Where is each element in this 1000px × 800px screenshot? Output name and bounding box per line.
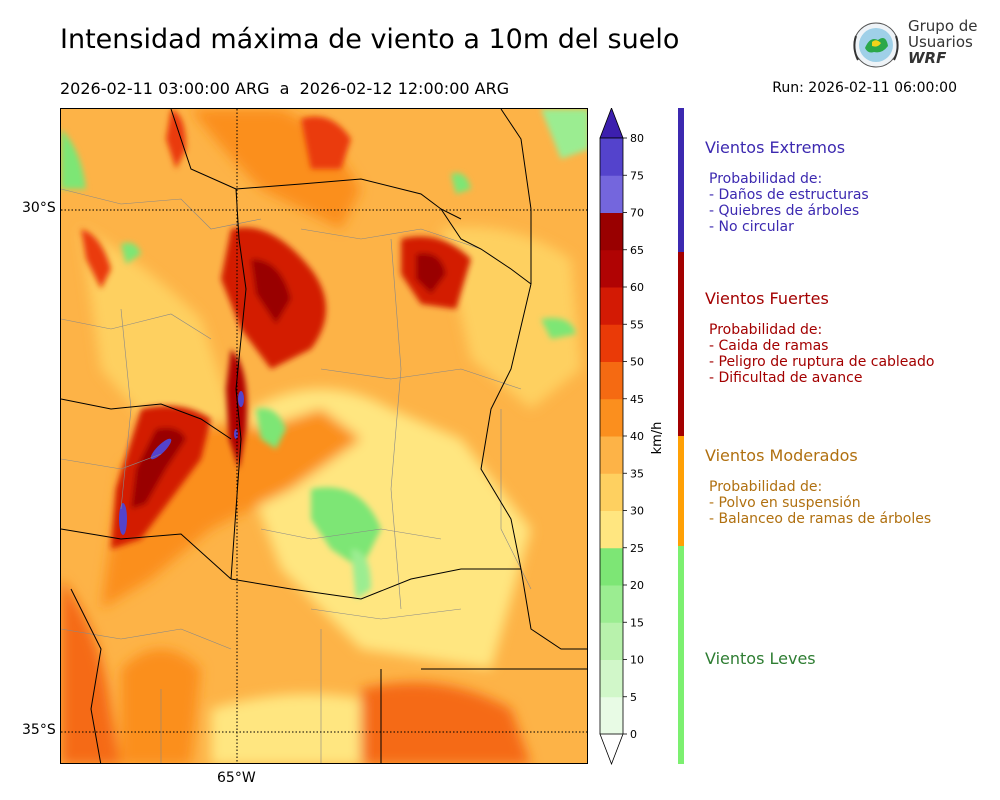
colorbar-tick-label: 25: [630, 542, 644, 555]
lat-label-30s: 30°S: [22, 200, 56, 216]
category-desc: Probabilidad de: - Polvo en suspensión -…: [709, 479, 931, 527]
category-extreme: Vientos Extremos Probabilidad de: - Daño…: [705, 138, 869, 235]
colorbar-segments: [599, 108, 624, 766]
colorbar-tick-label: 60: [630, 281, 644, 294]
graticule: [61, 109, 587, 763]
date-range: 2026-02-11 03:00:00 ARG a 2026-02-12 12:…: [60, 79, 510, 98]
colorbar-tick-label: 15: [630, 616, 644, 629]
desc-line: - Polvo en suspensión: [709, 495, 861, 511]
logo-line: WRF: [908, 49, 947, 67]
legend-bar-extreme: [678, 108, 684, 252]
colorbar-segment: [600, 622, 623, 660]
colorbar-tick-label: 30: [630, 505, 644, 518]
category-title: Vientos Fuertes: [705, 289, 829, 308]
colorbar-tick-label: 55: [630, 318, 644, 331]
legend-bar-light: [678, 546, 684, 764]
wind-maxima: [81, 109, 471, 549]
category-title: Vientos Extremos: [705, 138, 846, 157]
run-label: Run: 2026-02-11 06:00:00: [772, 80, 957, 96]
colorbar-segment: [600, 361, 623, 400]
colorbar-tick-label: 10: [630, 654, 644, 667]
category-desc: Probabilidad de: - Caida de ramas - Peli…: [709, 322, 934, 386]
colorbar: 0 5 10 15 20 25 30 35 40 45 50 55 60 65 70 75 80 km/h: [599, 108, 665, 766]
colorbar-tick-label: 45: [630, 393, 644, 406]
colorbar-extend-max: [599, 108, 624, 139]
colorbar-segment: [600, 287, 623, 325]
category-light: Vientos Leves: [705, 649, 816, 668]
colorbar-segment: [600, 659, 623, 698]
colorbar-segment: [600, 212, 623, 251]
colorbar-segment: [600, 436, 623, 474]
department-borders: [61, 188, 532, 763]
colorbar-segment: [600, 510, 623, 549]
page-title: Intensidad máxima de viento a 10m del su…: [60, 24, 680, 55]
grupo-wrf-logo: [853, 22, 899, 68]
category-title: Vientos Moderados: [705, 446, 858, 465]
province-borders: [61, 109, 587, 763]
desc-line: - Balanceo de ramas de árboles: [709, 511, 932, 527]
wind-map: [60, 108, 588, 764]
desc-line: Probabilidad de:: [709, 322, 823, 338]
category-title: Vientos Leves: [705, 649, 816, 668]
logo-line: Usuarios: [908, 33, 973, 51]
desc-line: - Dificultad de avance: [709, 370, 863, 386]
colorbar-tick-label: 20: [630, 579, 644, 592]
colorbar-tick-label: 40: [630, 430, 644, 443]
desc-line: - Caida de ramas: [709, 338, 829, 354]
desc-line: - No circular: [709, 219, 794, 235]
colorbar-tick-label: 65: [630, 244, 644, 257]
colorbar-tick-label: 0: [630, 728, 637, 741]
colorbar-segment: [600, 175, 623, 213]
logo-line: Grupo de: [908, 17, 978, 35]
lat-label-35s: 35°S: [22, 722, 56, 738]
colorbar-tick-label: 80: [630, 132, 644, 145]
colorbar-tick-label: 70: [630, 207, 644, 220]
category-desc: Probabilidad de: - Daños de estructuras …: [709, 171, 869, 235]
colorbar-segment: [600, 585, 623, 623]
colorbar-segment: [600, 696, 623, 735]
lon-label-65w: 65°W: [217, 770, 256, 786]
colorbar-segment: [600, 398, 623, 437]
logo-text: Grupo de Usuarios WRF: [908, 18, 978, 66]
colorbar-segment: [600, 547, 623, 586]
desc-line: - Daños de estructuras: [709, 187, 869, 203]
colorbar-segment: [600, 138, 623, 176]
map-field: [61, 109, 587, 763]
colorbar-segment: [600, 324, 623, 362]
desc-line: Probabilidad de:: [709, 171, 823, 187]
category-moderate: Vientos Moderados Probabilidad de: - Pol…: [705, 446, 931, 527]
desc-line: Probabilidad de:: [709, 479, 823, 495]
desc-line: - Peligro de ruptura de cableado: [709, 354, 935, 370]
wind-field: [61, 109, 581, 763]
colorbar-tick-label: 75: [630, 169, 644, 182]
colorbar-segment: [600, 473, 623, 511]
colorbar-extend-min: [599, 733, 624, 766]
legend-bar-moderate: [678, 436, 684, 546]
desc-line: - Quiebres de árboles: [709, 203, 860, 219]
colorbar-ticks: 0 5 10 15 20 25 30 35 40 45 50 55 60 65 70 75 80: [623, 132, 644, 741]
colorbar-tick-label: 35: [630, 467, 644, 480]
colorbar-unit: km/h: [650, 422, 665, 455]
colorbar-tick-label: 50: [630, 356, 644, 369]
light-wind-patches: [61, 109, 587, 599]
colorbar-segment: [600, 249, 623, 288]
legend-bar-strong: [678, 252, 684, 436]
category-strong: Vientos Fuertes Probabilidad de: - Caida…: [705, 289, 934, 386]
wind-category-bar: [678, 108, 684, 764]
colorbar-tick-label: 5: [630, 691, 637, 704]
